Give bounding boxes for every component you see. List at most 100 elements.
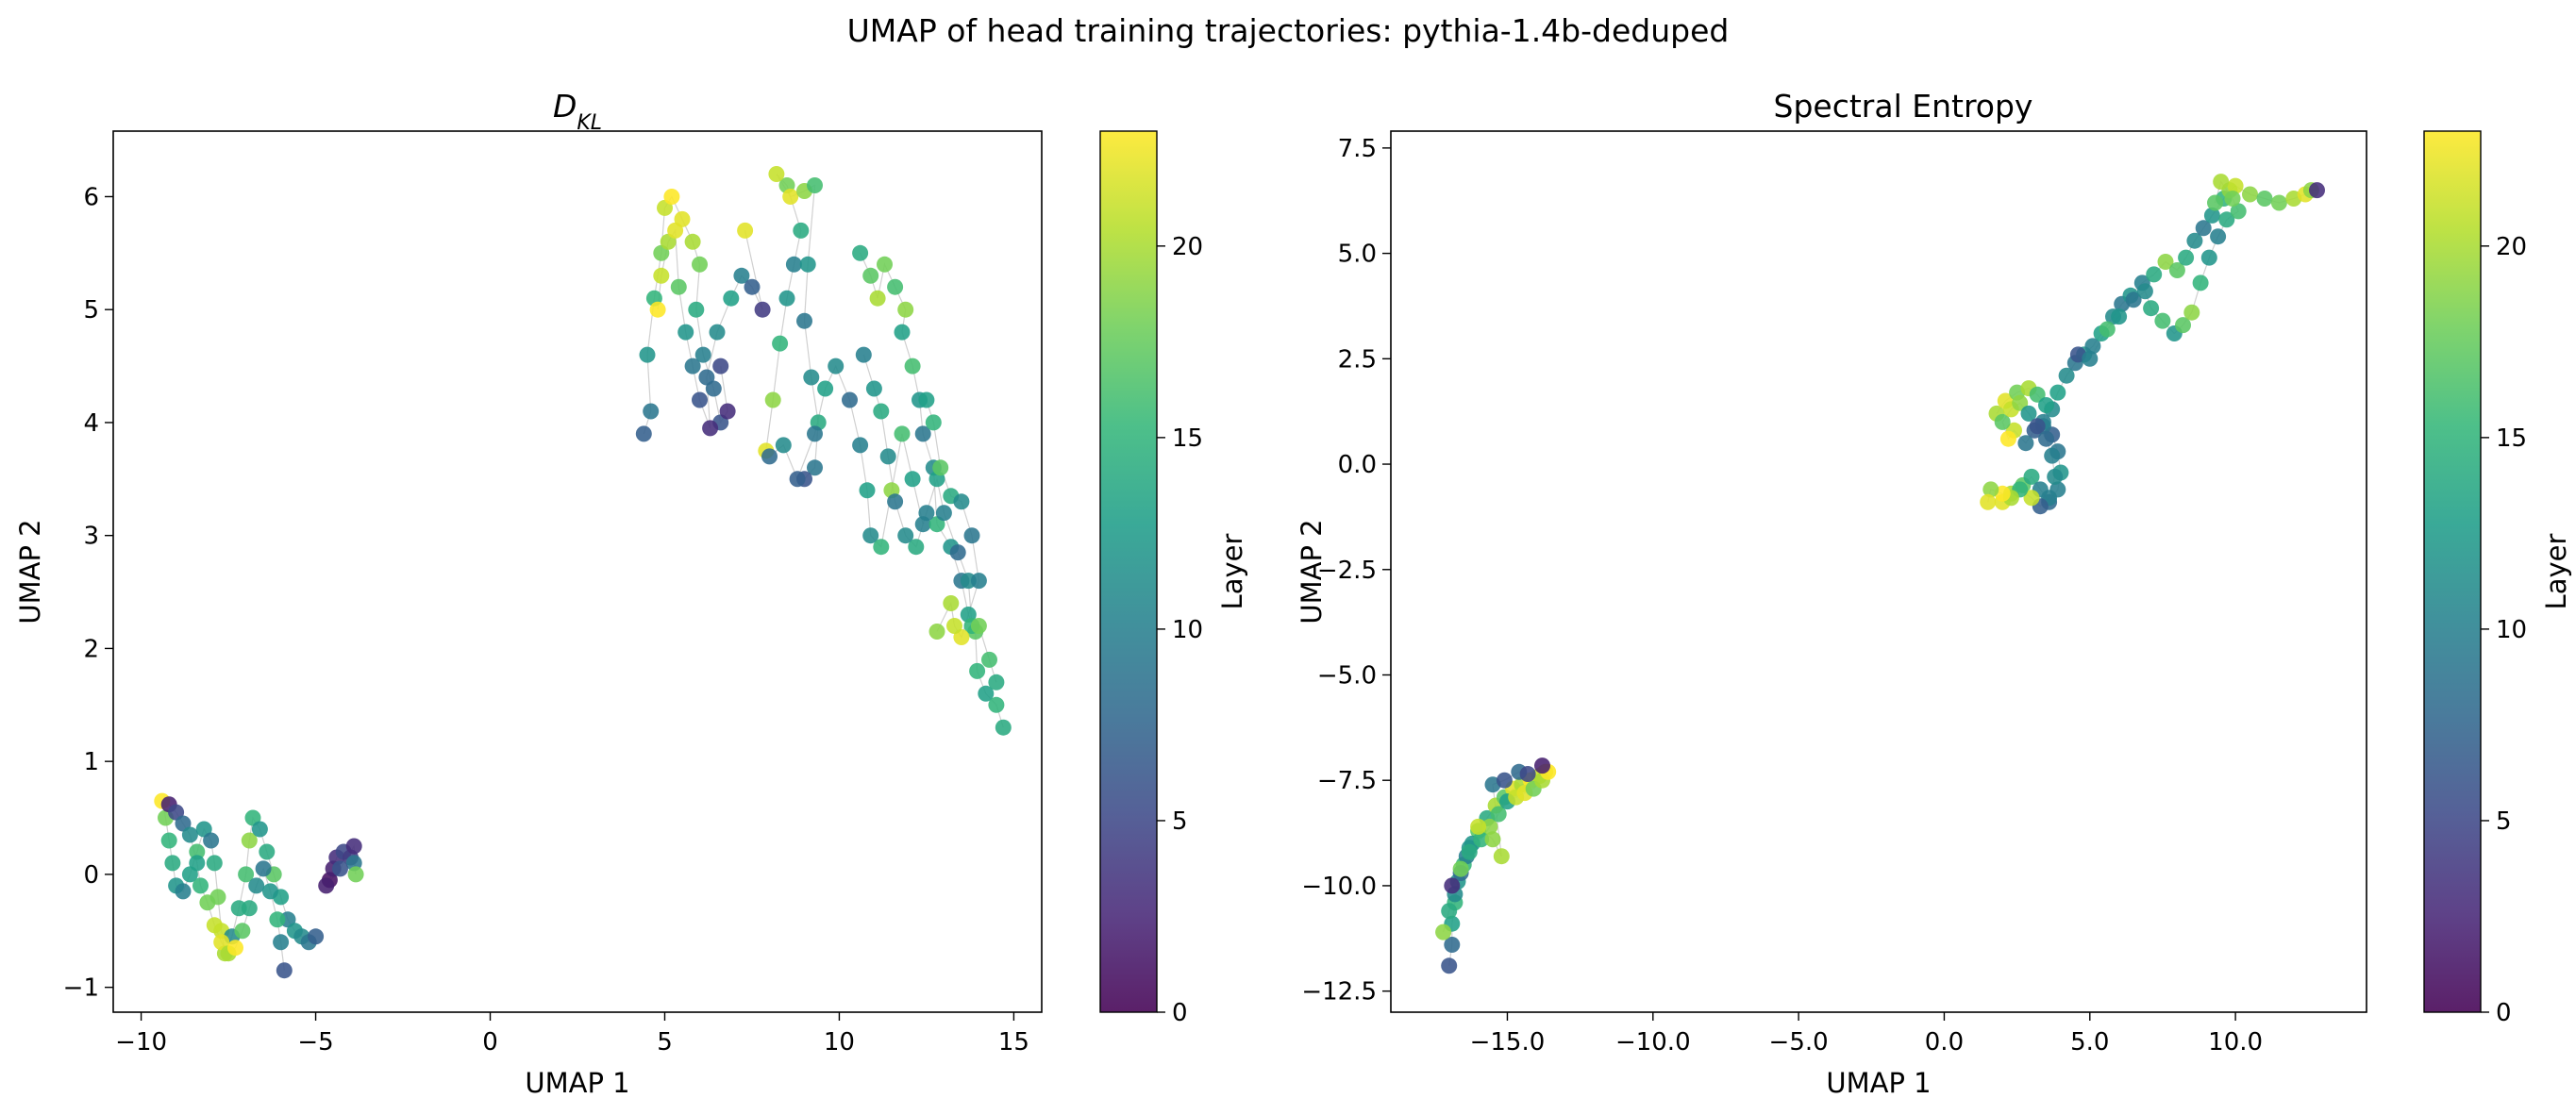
x-tick-label: −5 [297, 1028, 333, 1057]
data-point [692, 256, 708, 273]
data-point [988, 696, 1005, 713]
data-point [897, 527, 914, 544]
data-point [712, 358, 729, 374]
y-tick-label: −2.5 [1317, 557, 1377, 585]
data-point [817, 380, 834, 397]
data-point [698, 369, 715, 386]
data-point [772, 335, 789, 352]
data-point [2242, 186, 2258, 203]
dkl-points [154, 166, 1012, 979]
data-point [248, 877, 265, 894]
data-point [653, 267, 670, 284]
dkl-chart-title: DKL [553, 88, 602, 135]
data-point [1444, 877, 1461, 894]
data-point [1452, 860, 1469, 877]
dkl-plot-area [112, 130, 1043, 1013]
data-point [2175, 317, 2191, 334]
data-point [2218, 211, 2235, 228]
data-point [206, 855, 223, 872]
data-point [793, 222, 810, 239]
data-point [175, 883, 192, 900]
data-point [2099, 321, 2116, 338]
data-point [308, 928, 325, 945]
data-point [925, 414, 942, 431]
spectral-y-axis-label: UMAP 2 [1296, 519, 1328, 624]
data-point [273, 934, 290, 951]
data-point [995, 719, 1012, 736]
y-tick-label: 0.0 [1338, 451, 1377, 479]
data-point [2017, 435, 2034, 452]
data-point [894, 324, 911, 341]
dkl-colorbar: 0 5 10 15 20 [1099, 130, 1203, 1027]
y-tick-label: 7.5 [1338, 135, 1377, 163]
trajectory-line [643, 195, 728, 435]
data-point [970, 618, 987, 634]
data-point [345, 838, 362, 855]
colorbar-tick-label: 0 [2496, 999, 2512, 1027]
data-point [1519, 766, 1536, 782]
data-point [1493, 848, 1510, 865]
data-point [1435, 924, 1452, 940]
data-point [981, 651, 997, 668]
spectral-entropy-chart: Spectral Entropy −15.0 −10.0 −5.0 0.0 5.0 10.… [1296, 88, 2572, 1099]
data-point [963, 527, 980, 544]
data-point [2224, 191, 2241, 207]
x-tick-label: 5 [657, 1028, 673, 1057]
data-point [842, 391, 858, 408]
data-point [688, 301, 705, 318]
data-point [754, 301, 771, 318]
data-point [1534, 757, 1550, 774]
spectral-y-ticks: −12.5 −10.0 −7.5 −5.0 −2.5 0.0 2.5 5.0 7.5 [1301, 135, 1391, 1007]
data-point [2029, 386, 2046, 403]
y-tick-label: 3 [83, 523, 99, 551]
data-point [2183, 304, 2200, 321]
y-tick-label: 5 [83, 296, 99, 325]
data-point [670, 278, 687, 295]
y-tick-label: 1 [83, 748, 99, 776]
data-point [768, 166, 785, 182]
data-point [2200, 249, 2217, 266]
data-point [1982, 481, 1999, 498]
data-point [744, 278, 761, 295]
colorbar-tick-label: 0 [1172, 999, 1188, 1027]
data-point [914, 425, 931, 442]
data-point [2270, 194, 2287, 211]
spectral-x-axis-label: UMAP 1 [1826, 1067, 1931, 1099]
y-tick-label: −10.0 [1301, 873, 1377, 901]
data-point [1994, 413, 2011, 430]
data-point [978, 685, 995, 702]
data-point [2168, 262, 2185, 278]
data-point [2178, 249, 2195, 266]
data-point [192, 877, 209, 894]
x-tick-label: 5.0 [2070, 1028, 2109, 1057]
y-tick-label: 2.5 [1338, 345, 1377, 374]
y-tick-label: −12.5 [1301, 978, 1377, 1007]
data-point [1470, 818, 1487, 835]
colorbar-tick-label: 10 [2496, 616, 2527, 644]
data-point [203, 832, 220, 849]
data-point [918, 505, 935, 522]
data-point [2136, 283, 2153, 300]
data-point [2058, 367, 2075, 384]
data-point [2038, 397, 2054, 413]
data-point [2047, 468, 2064, 485]
colorbar-gradient [2424, 131, 2481, 1012]
y-tick-label: 0 [83, 861, 99, 890]
figure-title: UMAP of head training trajectories: pyth… [847, 12, 1730, 49]
spectral-entropy-chart-title: Spectral Entropy [1774, 88, 2033, 125]
data-point [2195, 220, 2212, 237]
data-point [908, 539, 925, 556]
x-tick-label: −10.0 [1615, 1028, 1691, 1057]
data-point [1444, 937, 1461, 953]
dkl-y-axis-label: UMAP 2 [14, 519, 46, 624]
data-point [873, 539, 890, 556]
data-point [189, 855, 206, 872]
data-point [2256, 191, 2273, 207]
spectral-colorbar-label: Layer [2540, 533, 2572, 609]
data-point [799, 256, 816, 273]
data-point [2023, 468, 2040, 485]
data-point [2230, 203, 2247, 220]
x-tick-label: −5.0 [1769, 1028, 1829, 1057]
trajectory-line [860, 253, 1004, 728]
data-point [692, 391, 708, 408]
